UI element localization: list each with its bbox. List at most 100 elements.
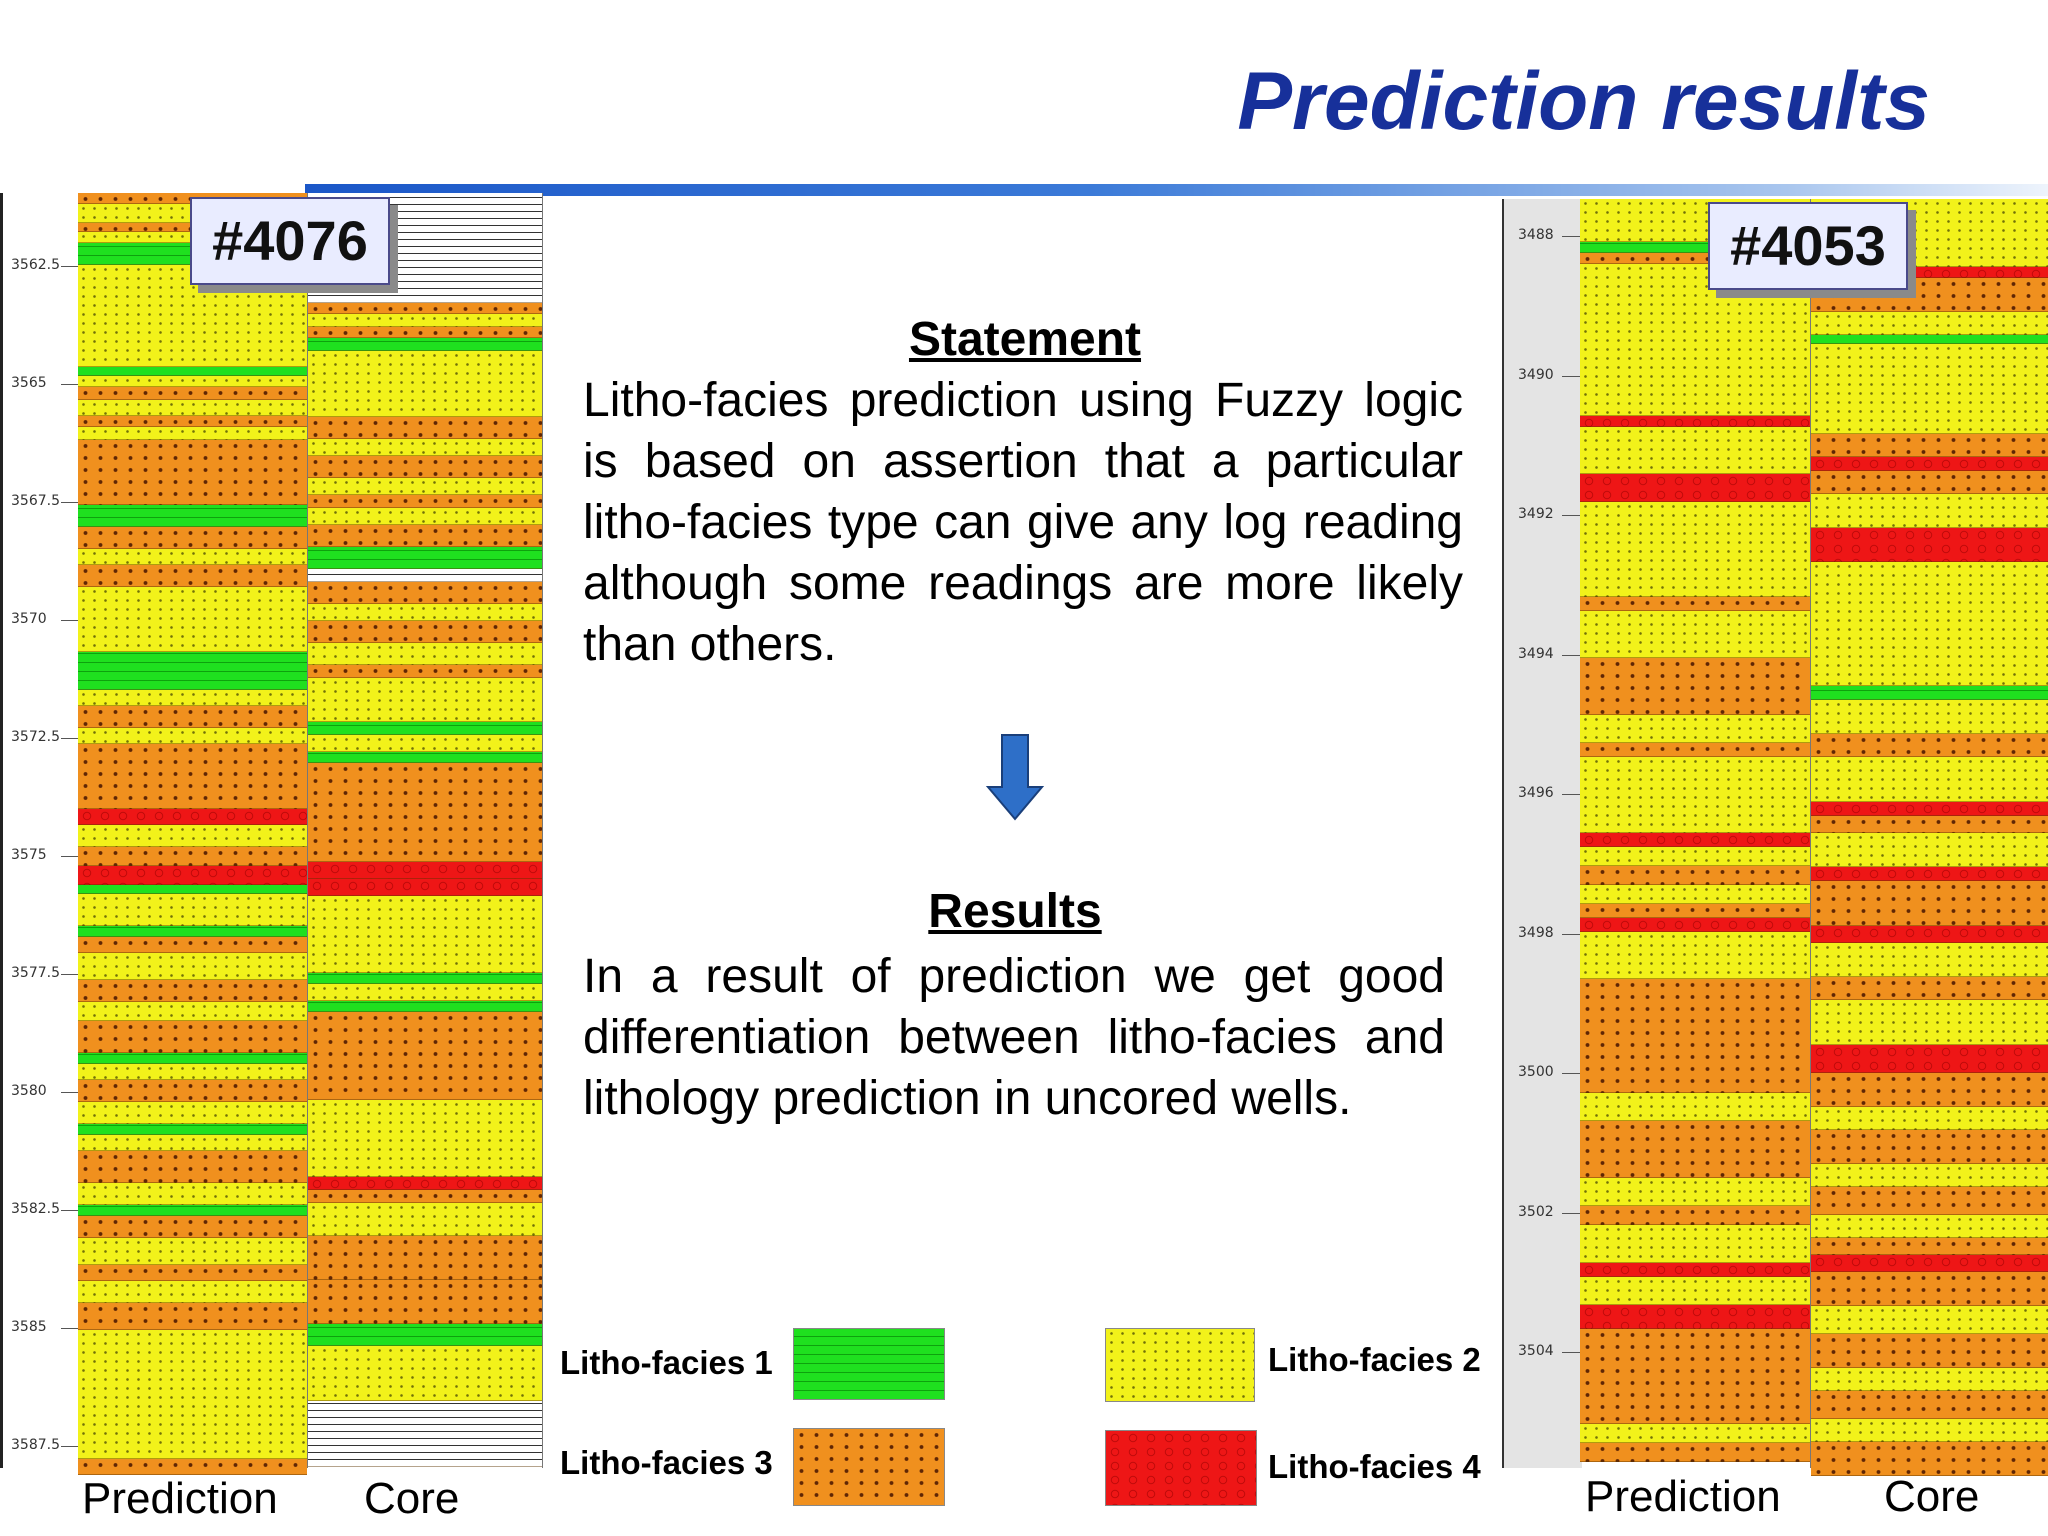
facies-band bbox=[308, 879, 542, 896]
depth-tick-label: 3585 bbox=[11, 1319, 47, 1335]
facies-band bbox=[308, 351, 542, 417]
depth-tick-mark bbox=[61, 1328, 79, 1329]
facies-band bbox=[308, 1280, 542, 1324]
down-arrow-icon bbox=[985, 734, 1045, 821]
facies-band bbox=[308, 1100, 542, 1177]
facies-band bbox=[1811, 1045, 2048, 1073]
depth-tick-mark bbox=[61, 1092, 79, 1093]
facies-band bbox=[78, 1238, 307, 1265]
facies-band bbox=[1811, 816, 2048, 833]
facies-band bbox=[1811, 434, 2048, 457]
facies-band bbox=[1580, 658, 1810, 715]
depth-tick-label: 3582.5 bbox=[11, 1201, 60, 1217]
depth-tick-mark bbox=[1562, 375, 1582, 377]
statement-heading: Statement bbox=[908, 313, 1142, 366]
facies-band bbox=[1811, 686, 2048, 700]
well-badge-4076: #4076 bbox=[190, 197, 390, 285]
facies-band bbox=[1811, 1442, 2048, 1476]
facies-band bbox=[78, 1002, 307, 1021]
facies-band bbox=[1811, 1073, 2048, 1107]
legend-label-facies-4: Litho-facies 4 bbox=[1268, 1448, 1481, 1485]
facies-band bbox=[1811, 867, 2048, 881]
facies-band bbox=[78, 1205, 307, 1216]
facies-band bbox=[1811, 802, 2048, 816]
facies-band bbox=[308, 665, 542, 678]
facies-band bbox=[308, 752, 542, 763]
facies-band bbox=[1811, 457, 2048, 471]
facies-band bbox=[78, 565, 307, 587]
facies-band bbox=[78, 809, 307, 825]
facies-band bbox=[78, 587, 307, 652]
facies-band bbox=[308, 862, 542, 879]
facies-band bbox=[78, 549, 307, 565]
depth-tick-mark bbox=[61, 738, 79, 739]
facies-band bbox=[78, 387, 307, 400]
facies-band bbox=[1580, 474, 1810, 502]
facies-band bbox=[78, 1021, 307, 1053]
well-badge-4053: #4053 bbox=[1708, 202, 1908, 290]
facies-band bbox=[308, 1203, 542, 1236]
facies-band bbox=[78, 980, 307, 1002]
facies-band bbox=[78, 427, 307, 440]
depth-tick-label: 3567.5 bbox=[11, 493, 60, 509]
results-heading: Results bbox=[928, 885, 1102, 938]
facies-band bbox=[1811, 1000, 2048, 1045]
facies-band bbox=[308, 1346, 542, 1401]
legend-swatch-facies-3 bbox=[793, 1428, 945, 1506]
facies-band bbox=[1580, 866, 1810, 885]
facies-band bbox=[308, 314, 542, 327]
depth-tick-label: 3587.5 bbox=[11, 1437, 60, 1453]
facies-band bbox=[308, 1236, 542, 1280]
facies-band bbox=[1811, 1334, 2048, 1368]
facies-band bbox=[1811, 1368, 2048, 1391]
facies-band bbox=[308, 508, 542, 525]
facies-band bbox=[78, 400, 307, 416]
facies-band bbox=[308, 1401, 542, 1467]
facies-band bbox=[78, 416, 307, 427]
facies-band bbox=[1580, 1329, 1810, 1424]
facies-band bbox=[308, 338, 542, 351]
facies-band bbox=[1811, 1419, 2048, 1442]
facies-band bbox=[78, 1102, 307, 1124]
facies-band bbox=[1580, 757, 1810, 833]
facies-band bbox=[1811, 943, 2048, 977]
depth-tick-label: 3500 bbox=[1518, 1064, 1554, 1080]
facies-band bbox=[308, 417, 542, 439]
depth-tick-mark bbox=[1562, 654, 1582, 656]
facies-band bbox=[1580, 253, 1810, 264]
title-underline-bar bbox=[305, 184, 2048, 196]
facies-band bbox=[1811, 1107, 2048, 1130]
facies-band bbox=[308, 582, 542, 604]
facies-band bbox=[1811, 926, 2048, 943]
depth-tick-label: 3575 bbox=[11, 847, 47, 863]
depth-tick-mark bbox=[1562, 236, 1582, 237]
facies-band bbox=[308, 621, 542, 643]
depth-tick-mark bbox=[61, 1210, 79, 1211]
facies-band bbox=[1580, 1443, 1810, 1462]
depth-tick-label: 3488 bbox=[1518, 227, 1554, 243]
depth-tick-label: 3562.5 bbox=[11, 257, 60, 273]
left-core-track bbox=[308, 193, 543, 1468]
depth-tick-label: 3504 bbox=[1518, 1343, 1554, 1359]
facies-band bbox=[1580, 715, 1810, 743]
facies-band bbox=[78, 690, 307, 706]
right-well-depth-axis: 3488 3490 3492 3494 3496 3498 3500 3502 3504 bbox=[1502, 199, 1582, 1468]
facies-band bbox=[78, 1064, 307, 1080]
facies-band bbox=[1811, 881, 2048, 926]
facies-band bbox=[78, 728, 307, 744]
facies-band bbox=[78, 1053, 307, 1064]
facies-band bbox=[1580, 416, 1810, 427]
facies-band bbox=[1811, 1164, 2048, 1187]
left-prediction-track bbox=[78, 193, 308, 1475]
depth-tick-label: 3494 bbox=[1518, 645, 1554, 662]
facies-band bbox=[78, 1080, 307, 1102]
depth-tick-label: 3490 bbox=[1518, 366, 1554, 383]
facies-band bbox=[1580, 1121, 1810, 1178]
facies-band bbox=[78, 885, 307, 894]
right-core-track bbox=[1811, 199, 2048, 1476]
facies-band bbox=[1580, 885, 1810, 904]
facies-band bbox=[1811, 1130, 2048, 1164]
facies-band bbox=[1580, 597, 1810, 611]
facies-band bbox=[308, 303, 542, 314]
facies-band bbox=[308, 735, 542, 752]
